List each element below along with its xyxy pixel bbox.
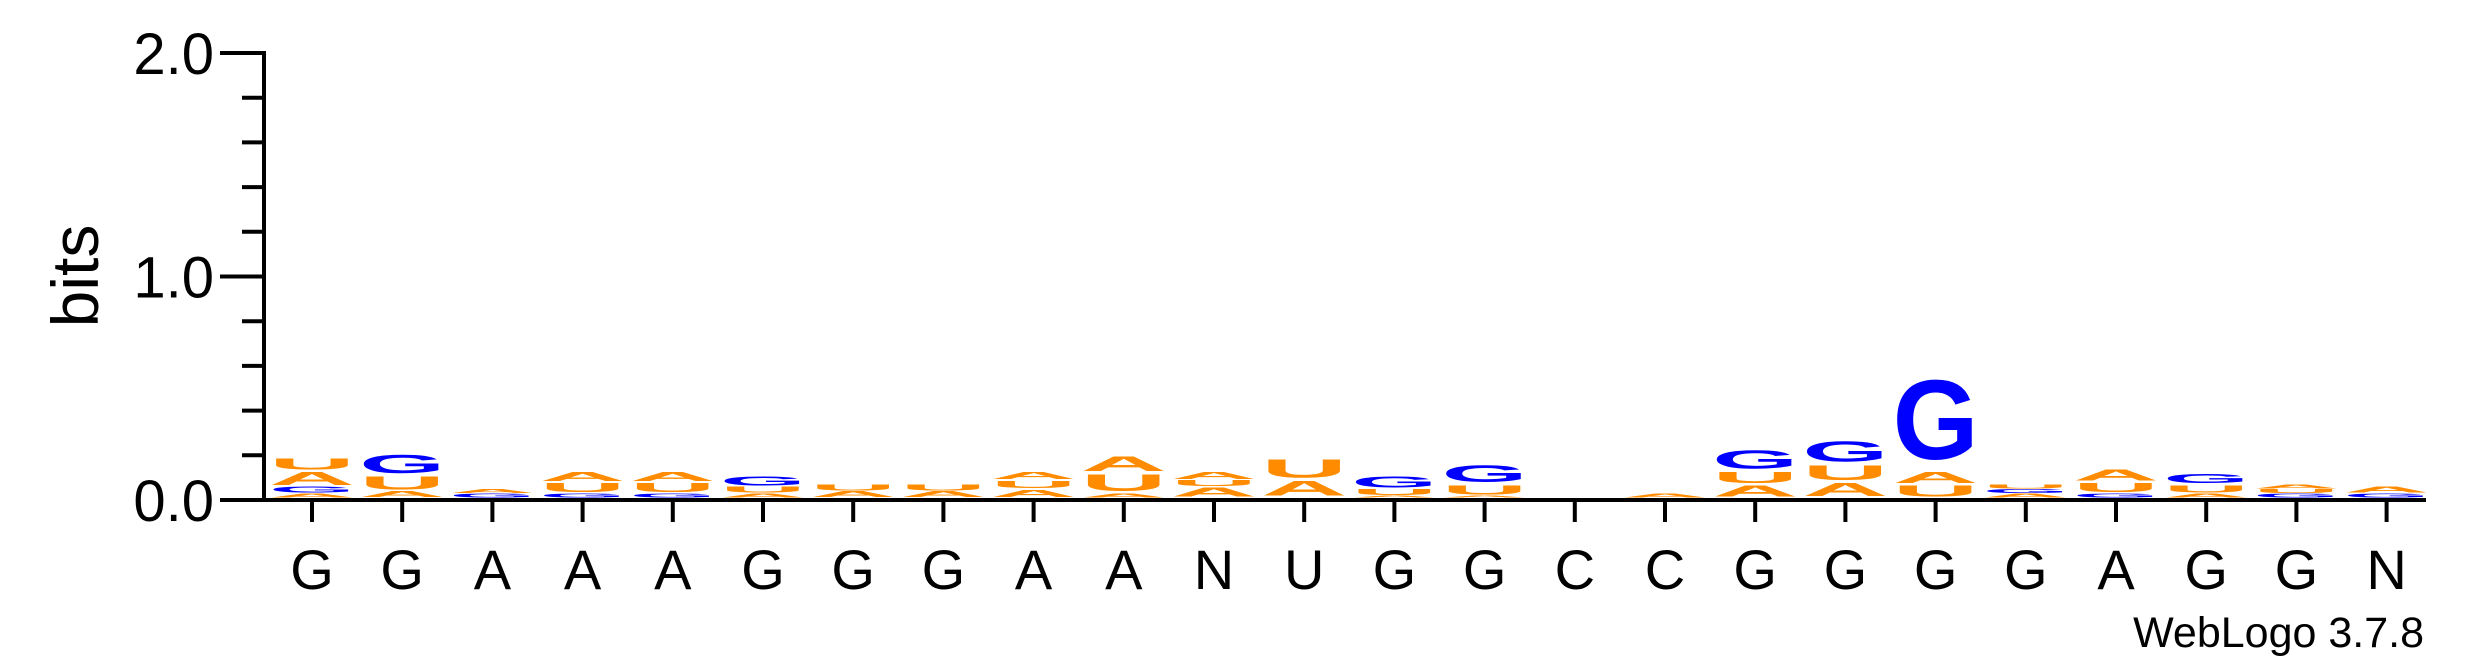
- logo-letter: U: [900, 483, 986, 492]
- x-tick-label: U: [1284, 538, 1324, 601]
- logo-letter: U: [991, 478, 1077, 490]
- logo-letter: G: [2253, 493, 2339, 499]
- logo-letter: U: [2163, 483, 2249, 495]
- x-tick-label: G: [1824, 538, 1868, 601]
- logo-letter: U: [2073, 480, 2159, 495]
- logo-letter: A: [1893, 469, 1979, 487]
- logo-letter: G: [1802, 436, 1888, 468]
- logo-letter: U: [1081, 470, 1167, 496]
- x-tick-label: A: [2097, 538, 2135, 601]
- logo-letter: U: [1442, 482, 1528, 497]
- logo-letter: A: [359, 490, 445, 499]
- logo-letter: U: [630, 480, 716, 495]
- logo-letter: A: [900, 490, 986, 499]
- logo-letter: G: [1442, 461, 1528, 487]
- logo-letter: A: [540, 469, 626, 484]
- x-tick-label: C: [1645, 538, 1685, 601]
- x-tick-label: G: [2184, 538, 2228, 601]
- y-axis-label: bits: [38, 225, 112, 328]
- x-tick-label: G: [380, 538, 424, 601]
- logo-letter: U: [359, 473, 445, 493]
- x-tick-label: C: [1555, 538, 1595, 601]
- y-tick-label: 1.0: [133, 246, 214, 311]
- logo-letter: A: [269, 468, 355, 488]
- logo-letter: A: [1081, 493, 1167, 499]
- x-tick-label: G: [1373, 538, 1417, 601]
- x-tick-label: G: [2004, 538, 2048, 601]
- x-tick-label: A: [474, 538, 512, 601]
- logo-letter: A: [991, 469, 1077, 481]
- logo-letter: A: [1802, 480, 1888, 500]
- x-tick-label: G: [1463, 538, 1507, 601]
- logo-letter: A: [2163, 493, 2249, 499]
- logo-letter: G: [1712, 445, 1798, 474]
- x-tick-label: G: [831, 538, 875, 601]
- x-tick-label: A: [1015, 538, 1053, 601]
- logo-letter: U: [1351, 488, 1437, 497]
- logo-letter: G: [2344, 493, 2430, 499]
- logo-letter: U: [1802, 461, 1888, 484]
- x-tick-label: G: [1914, 538, 1958, 601]
- logo-letter: A: [1171, 469, 1257, 481]
- logo-letter: U: [1261, 454, 1347, 483]
- y-axis: 0.0 1.0 2.0: [133, 22, 266, 534]
- logo-letter: G: [269, 486, 355, 495]
- logo-letter: U: [2253, 488, 2339, 494]
- y-tick-label: 0.0: [133, 469, 214, 534]
- logo-letter: U: [1171, 479, 1257, 488]
- logo-letter: G: [720, 474, 806, 489]
- logo-letter: U: [540, 480, 626, 495]
- logo-letter: G: [449, 493, 535, 499]
- logo-letter: A: [1983, 493, 2069, 499]
- logo-letter: G: [540, 493, 626, 499]
- logo-letter: A: [810, 490, 896, 499]
- logo-letter: G: [1351, 473, 1437, 491]
- logo-letter: G: [359, 449, 445, 478]
- x-tick-label: A: [564, 538, 602, 601]
- x-tick-label: G: [2275, 538, 2319, 601]
- logo-letter: A: [449, 488, 535, 494]
- logo-letter: G: [2163, 471, 2249, 486]
- logo-letter: A: [630, 469, 716, 484]
- logo-letter: A: [2344, 486, 2430, 495]
- logo-letter: A: [1351, 495, 1437, 498]
- logo-letter: G: [1983, 488, 2069, 494]
- logo-letter: U: [1712, 469, 1798, 487]
- logo-letter: A: [1261, 477, 1347, 500]
- x-tick-label: A: [1105, 538, 1143, 601]
- logo-letter: A: [269, 493, 355, 499]
- y-tick-label: 2.0: [133, 22, 214, 87]
- logo-letter: U: [1893, 482, 1979, 500]
- x-tick-label: N: [1194, 538, 1234, 601]
- x-tick-label: G: [922, 538, 966, 601]
- logo-letter: A: [1712, 482, 1798, 500]
- x-tick-label: A: [654, 538, 692, 601]
- logo-letter: A: [1622, 493, 1708, 499]
- logo-letter: G: [2073, 493, 2159, 499]
- x-tick-label: G: [1733, 538, 1777, 601]
- logo-letter: U: [720, 486, 806, 495]
- logo-letter: U: [269, 455, 355, 473]
- y-ticks: 0.0 1.0 2.0: [133, 22, 264, 534]
- logo-letter: U: [810, 483, 896, 492]
- logo-letter: A: [720, 493, 806, 499]
- logo-letter: A: [991, 487, 1077, 499]
- logo-letter: A: [1171, 485, 1257, 500]
- x-tick-label: G: [741, 538, 785, 601]
- logo-letter: A: [1081, 452, 1167, 475]
- logo-letter: A: [2253, 484, 2339, 490]
- x-tick-label: N: [2366, 538, 2406, 601]
- logo-letter: A: [1442, 495, 1528, 498]
- weblogo-credit: WebLogo 3.7.8: [2133, 609, 2424, 657]
- logo-letter: G: [1893, 357, 1979, 483]
- logo-letter: G: [630, 493, 716, 499]
- logo-letter: U: [1983, 484, 2069, 490]
- x-tick-label: G: [290, 538, 334, 601]
- logo-letter: A: [2073, 466, 2159, 484]
